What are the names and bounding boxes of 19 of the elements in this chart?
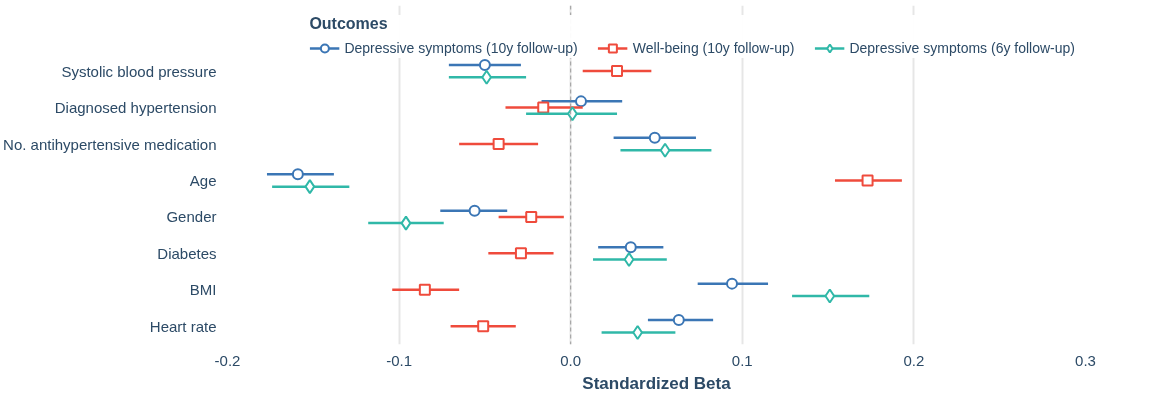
x-axis-title: Standardized Beta (582, 373, 732, 393)
y-tick-label: No. antihypertensive medication (3, 135, 217, 153)
x-tick-label: -0.1 (386, 351, 413, 369)
legend-label: Depressive symptoms (6y follow-up) (849, 40, 1075, 56)
x-tick-label: -0.2 (214, 351, 241, 369)
y-tick-label: Age (189, 171, 217, 189)
legend-label: Well-being (10y follow-up) (632, 40, 795, 56)
y-tick-label: Heart rate (149, 317, 217, 335)
y-tick-label: Gender (166, 208, 217, 226)
legend-label: Depressive symptoms (10y follow-up) (344, 40, 578, 56)
y-tick-label: Diabetes (157, 244, 217, 262)
x-tick-label: 0.1 (731, 351, 753, 369)
x-tick-label: 0.0 (560, 351, 582, 369)
y-tick-label: Systolic blood pressure (61, 62, 217, 80)
x-tick-label: 0.3 (1075, 351, 1096, 369)
y-tick-label: BMI (189, 281, 217, 299)
x-tick-label: 0.2 (903, 351, 925, 369)
y-tick-label: Diagnosed hypertension (54, 99, 217, 117)
legend-title: Outcomes (309, 15, 389, 33)
